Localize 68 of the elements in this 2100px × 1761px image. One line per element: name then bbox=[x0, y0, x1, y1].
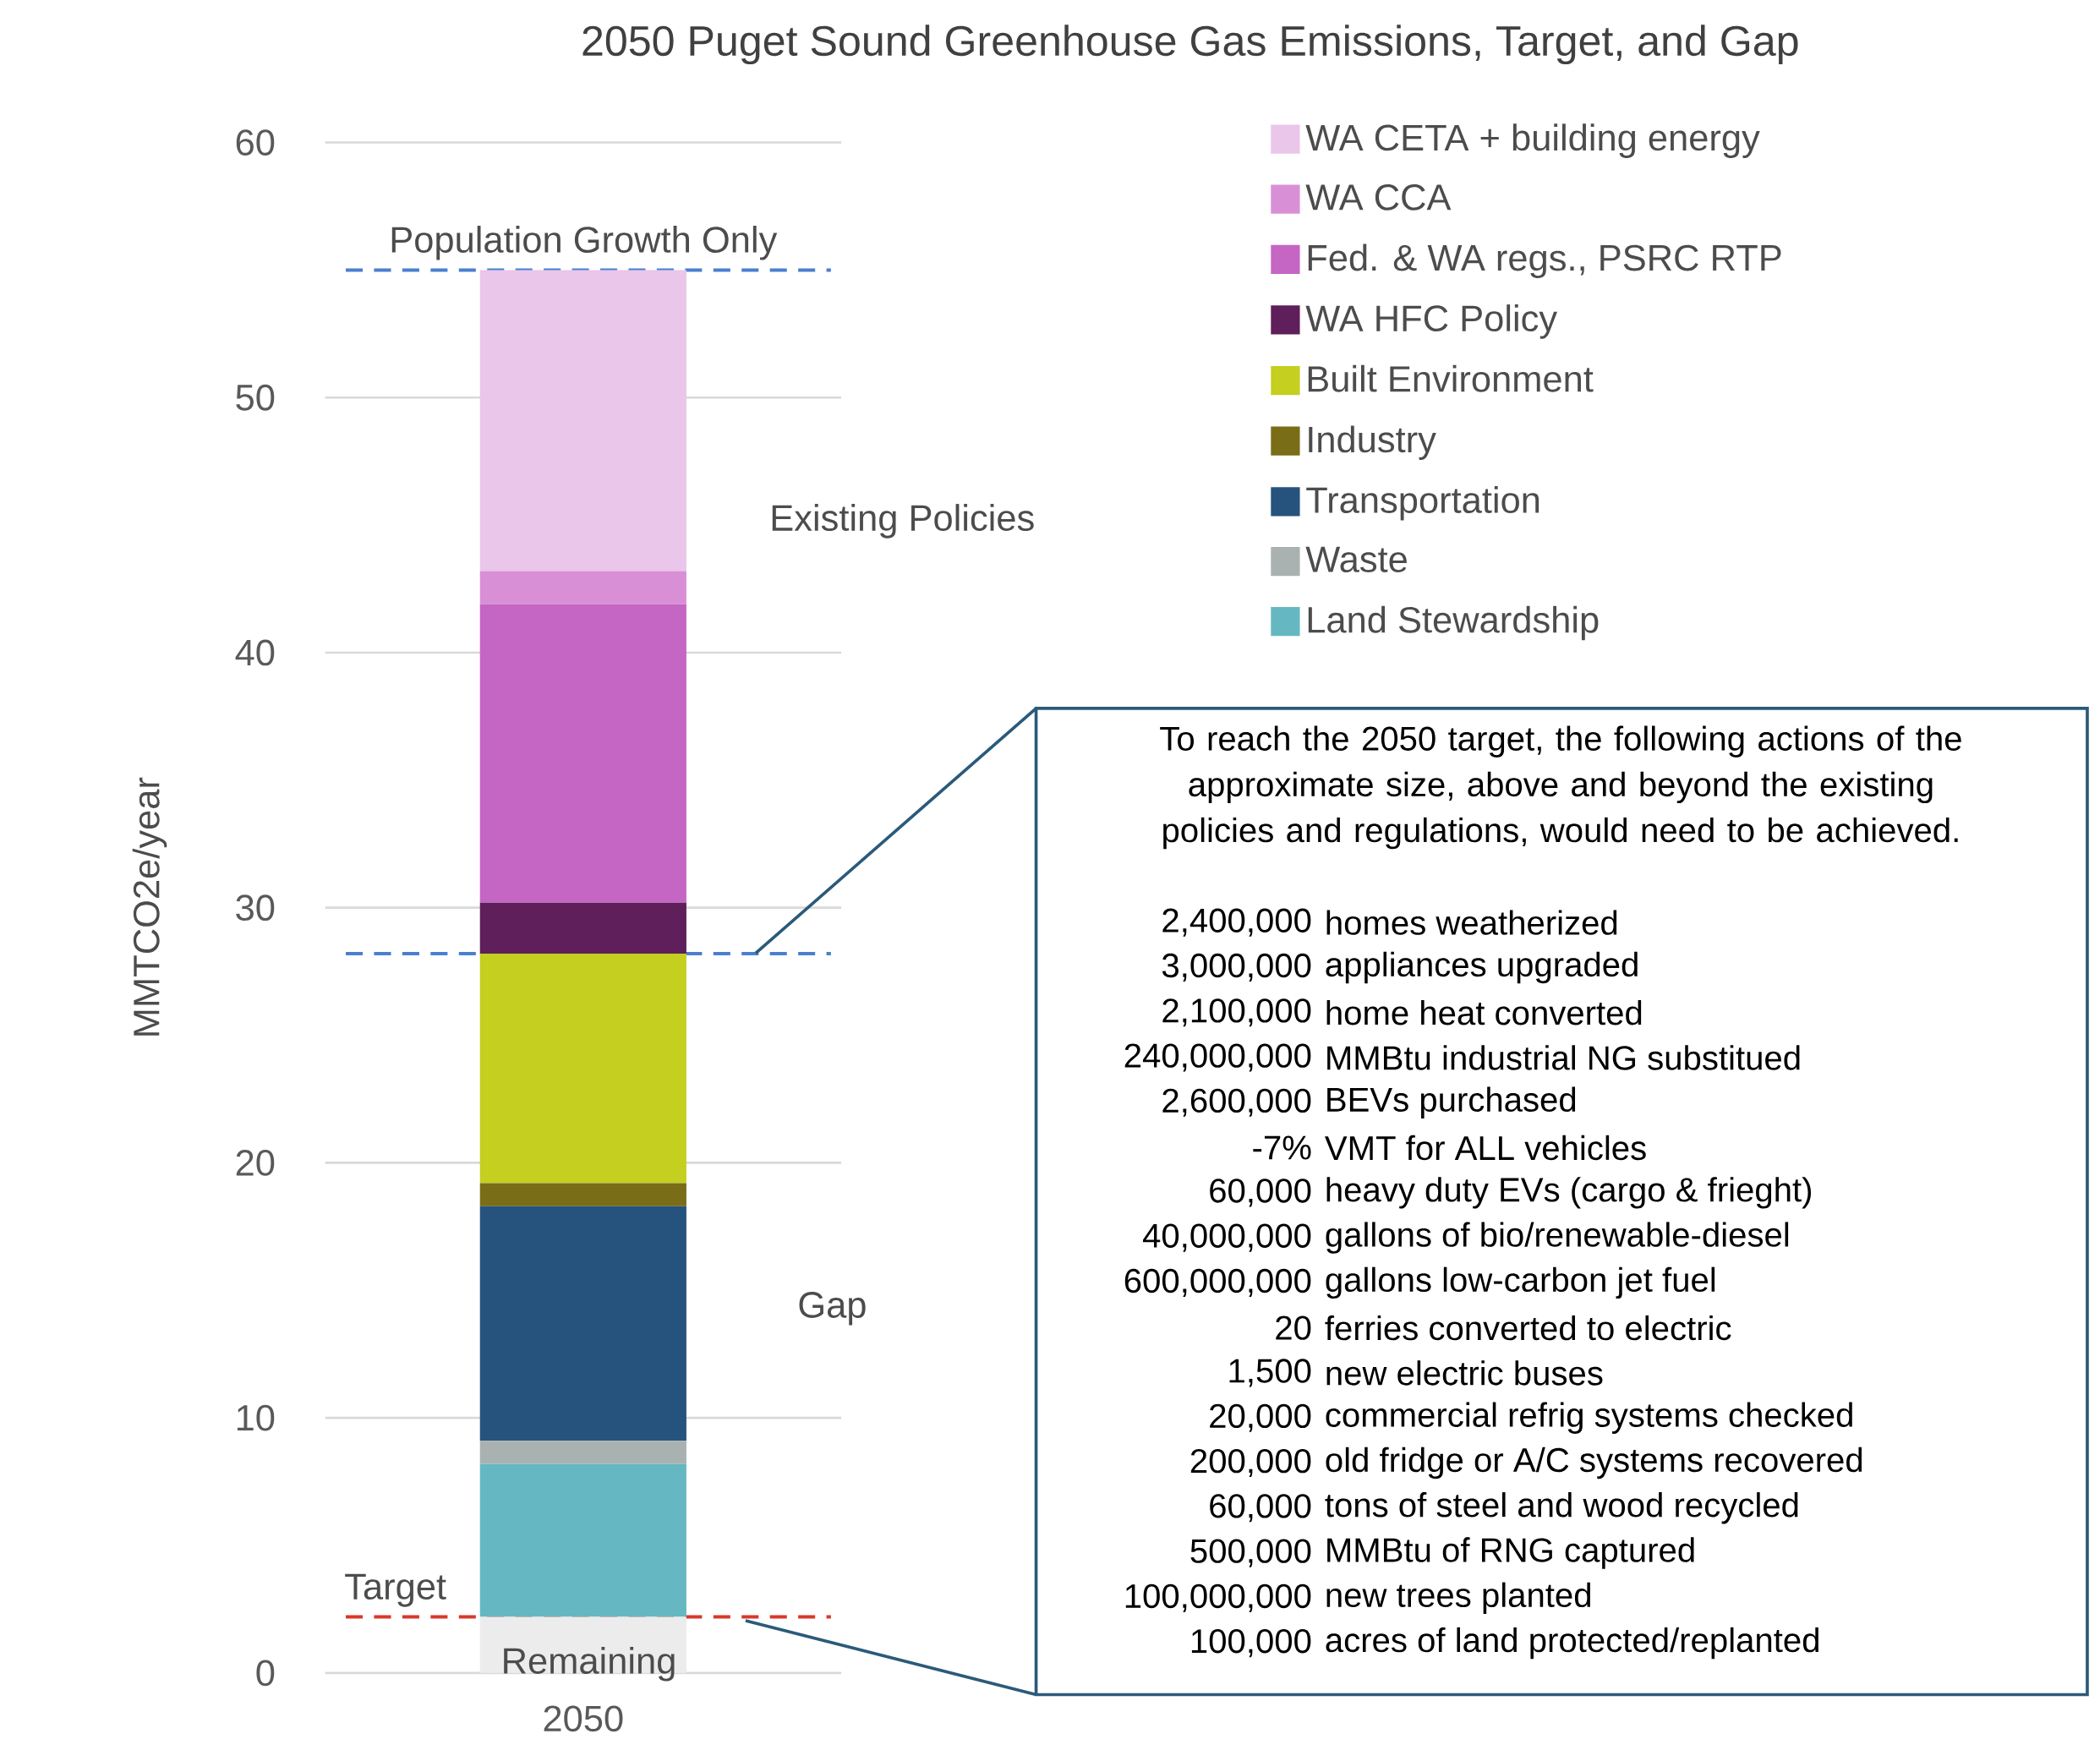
bar bbox=[479, 1206, 686, 1441]
bar bbox=[479, 1463, 686, 1617]
y-tick-label: 10 bbox=[237, 1404, 275, 1431]
y-tick-label: 30 bbox=[236, 894, 275, 922]
text: BEVs purchased bbox=[1327, 1086, 1576, 1119]
text: commercial refrig systems checked bbox=[1326, 1402, 1852, 1434]
text: MMBtu industrial NG substitued bbox=[1327, 1045, 1800, 1070]
text: new trees planted bbox=[1326, 1582, 1590, 1615]
bar bbox=[479, 571, 686, 604]
legend-label: WA CCA bbox=[1305, 184, 1452, 211]
legend-label: Waste bbox=[1305, 546, 1407, 573]
y-axis-title: MMTCO2e/year bbox=[132, 777, 167, 1036]
text: ferries converted to electric bbox=[1325, 1315, 1731, 1341]
text: 40,000,000 bbox=[1143, 1223, 1311, 1252]
bar bbox=[479, 604, 686, 903]
text: gallons low-carbon jet fuel bbox=[1326, 1266, 1715, 1299]
x-tick-label: 2050 bbox=[544, 1705, 623, 1732]
text: Existing Policies bbox=[772, 504, 1034, 539]
ref-line-label: Population Growth Only bbox=[391, 226, 778, 260]
text: gallons of bio/renewable-diesel bbox=[1326, 1222, 1789, 1254]
series-label: Remaining bbox=[504, 1647, 675, 1682]
text: heavy duty EVs (cargo & frieght) bbox=[1326, 1177, 1812, 1209]
text: 240,000,000 bbox=[1124, 1043, 1311, 1072]
bar bbox=[479, 1183, 686, 1206]
y-tick-label: 60 bbox=[236, 129, 275, 156]
text: 60,000 bbox=[1210, 1494, 1311, 1523]
text: 500,000 bbox=[1190, 1539, 1311, 1567]
text: acres of land protected/replanted bbox=[1326, 1627, 1818, 1660]
text: 60,000 bbox=[1210, 1179, 1311, 1207]
text: 100,000,000 bbox=[1125, 1583, 1311, 1612]
bar bbox=[479, 1441, 686, 1464]
text: -7% bbox=[1253, 1135, 1311, 1160]
ref-line-label: Target bbox=[345, 1573, 446, 1607]
text: 2,400,000 bbox=[1162, 908, 1311, 937]
legend-label: Fed. & WA regs., PSRC RTP bbox=[1308, 243, 1781, 279]
bar bbox=[479, 270, 686, 572]
text: new electric buses bbox=[1326, 1360, 1603, 1386]
text: MMBtu of RNG captured bbox=[1327, 1537, 1694, 1569]
text: 100,000 bbox=[1191, 1629, 1311, 1658]
text: 2,600,000 bbox=[1162, 1088, 1311, 1117]
text: 2,100,000 bbox=[1162, 998, 1311, 1027]
text: 3,000,000 bbox=[1162, 953, 1311, 982]
text: homes weatherized bbox=[1326, 910, 1617, 935]
text: 600,000,000 bbox=[1124, 1268, 1311, 1298]
text: To reach the 2050 target, the following actions of the approximate size, above and beyond the existing policies and regulations, would need to be achieved. bbox=[1160, 725, 1961, 850]
text: Gap bbox=[799, 1292, 866, 1326]
text: home heat converted bbox=[1326, 1000, 1642, 1025]
legend-label: Built Environment bbox=[1308, 364, 1594, 392]
legend-label: Land Stewardship bbox=[1308, 605, 1599, 641]
text: old fridge or A/C systems recovered bbox=[1326, 1447, 1862, 1479]
text: 2050 Puget Sound Greenhouse Gas Emissions, Target, and Gap bbox=[582, 25, 1798, 65]
text: 20 bbox=[1276, 1315, 1311, 1340]
legend-label: WA HFC Policy bbox=[1305, 304, 1558, 339]
text: 1,500 bbox=[1229, 1359, 1311, 1387]
legend-label: Transportation bbox=[1306, 486, 1539, 521]
bar bbox=[479, 902, 686, 954]
bar bbox=[479, 954, 686, 1184]
y-tick-label: 50 bbox=[236, 384, 275, 411]
text: 20,000 bbox=[1210, 1403, 1311, 1432]
y-tick-label: 0 bbox=[256, 1660, 275, 1687]
text: VMT for ALL vehicles bbox=[1325, 1135, 1646, 1161]
legend-label: WA CETA + building energy bbox=[1305, 123, 1760, 158]
text: 200,000 bbox=[1190, 1448, 1311, 1478]
legend-label: Industry bbox=[1309, 425, 1436, 461]
y-tick-label: 20 bbox=[236, 1150, 275, 1176]
text: appliances upgraded bbox=[1326, 951, 1638, 984]
y-tick-label: 40 bbox=[235, 639, 275, 666]
text: tons of steel and wood recycled bbox=[1325, 1492, 1798, 1524]
